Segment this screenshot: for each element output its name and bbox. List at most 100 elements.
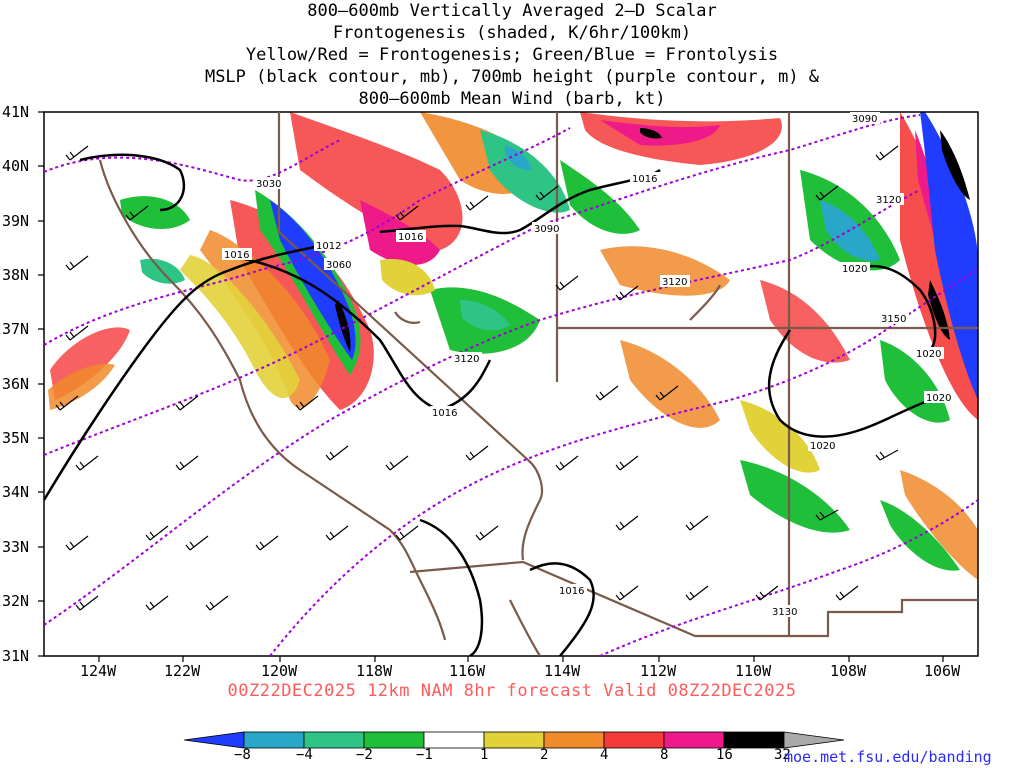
height-label: 3060	[326, 260, 351, 271]
shading-basin-yellow	[380, 259, 435, 296]
wind-barb	[655, 385, 679, 401]
wind-barb	[615, 515, 639, 531]
colorbar	[183, 731, 845, 749]
mslp-contour-1016c	[529, 562, 595, 656]
colorbar-label: −8	[234, 747, 251, 763]
mslp-label: 1020	[810, 441, 835, 452]
wind-barb	[65, 145, 89, 161]
lon-label: 110W	[735, 662, 772, 680]
wind-barb	[325, 525, 349, 541]
height-contour-3120	[44, 189, 921, 626]
wind-barb	[325, 445, 349, 461]
shading-east-black-2	[928, 280, 950, 340]
nevada-lake	[394, 311, 421, 324]
mslp-label: 1012	[316, 241, 341, 252]
wind-barb	[125, 205, 149, 221]
wind-barb	[175, 395, 199, 411]
colorbar-label: 2	[540, 747, 549, 763]
lon-label: 122W	[164, 662, 201, 680]
wind-barb	[75, 595, 99, 611]
mslp-contours	[44, 153, 951, 656]
shading-ne-orange	[600, 246, 730, 296]
wind-barb	[55, 395, 79, 411]
height-label: 3150	[881, 314, 906, 325]
lon-label: 114W	[544, 662, 581, 680]
wind-barb	[145, 525, 169, 541]
utah-lake	[689, 284, 721, 321]
wind-barb	[395, 525, 419, 541]
coastline	[98, 159, 447, 641]
wind-barb	[465, 195, 489, 211]
wind-barb	[555, 275, 579, 291]
wind-barb	[685, 515, 709, 531]
mexico-border	[409, 560, 978, 638]
wind-barb	[395, 205, 419, 221]
height-label: 3120	[662, 277, 687, 288]
shading-sierra-yellow	[180, 255, 300, 399]
wind-barb	[555, 455, 579, 471]
lat-label: 33N	[2, 538, 30, 556]
mslp-labels: 1012 1016 1016 1016 1016 1016 1020 1020 …	[222, 172, 954, 597]
shading-co-orange	[620, 340, 720, 428]
mslp-contour-1012	[44, 244, 321, 501]
forecast-subtitle: 00Z22DEC2025 12km NAM 8hr forecast Valid…	[227, 681, 797, 701]
lat-label: 41N	[2, 103, 30, 121]
colorbar-high-arrow	[783, 731, 845, 749]
wind-barb	[465, 445, 489, 461]
shading-ne-magenta	[600, 120, 720, 146]
colorbar-bin	[423, 731, 485, 749]
height-label: 3120	[876, 195, 901, 206]
mslp-contour-1016b	[379, 168, 661, 235]
wind-barb	[685, 585, 709, 601]
lon-label: 124W	[80, 662, 117, 680]
source-url: moe.met.fsu.edu/banding	[784, 748, 992, 766]
mslp-label: 1020	[916, 349, 941, 360]
wind-barb	[875, 449, 899, 461]
colorbar-bin	[483, 731, 545, 749]
mslp-label: 1020	[842, 264, 867, 275]
shading-north-blue	[505, 145, 532, 171]
wind-barb	[295, 395, 319, 411]
shading-coast-green	[120, 196, 190, 230]
axis-ticks	[38, 111, 944, 662]
colorbar-label: 32	[774, 747, 791, 763]
lat-label: 31N	[2, 647, 30, 665]
title-line-2: Frontogenesis (shaded, K/6hr/100km)	[332, 23, 692, 43]
lon-label: 116W	[449, 662, 486, 680]
title-line-4: MSLP (black contour, mb), 700mb height (…	[204, 67, 820, 87]
shading-north-green	[480, 130, 570, 213]
lat-label: 37N	[2, 320, 30, 338]
colorbar-label: −4	[296, 747, 313, 763]
frontogenesis-shading	[48, 112, 978, 580]
wind-barb	[595, 385, 619, 401]
colorbar-label: −1	[416, 747, 433, 763]
wind-barb	[615, 455, 639, 471]
wind-barb	[65, 255, 89, 271]
lon-label: 120W	[261, 662, 298, 680]
wind-barb	[75, 455, 99, 471]
lat-label: 32N	[2, 592, 30, 610]
mslp-label: 1016	[559, 586, 584, 597]
shading-east-black	[940, 130, 970, 200]
wind-barb	[615, 285, 639, 301]
lon-label: 106W	[924, 662, 961, 680]
political-borders	[98, 112, 978, 656]
wind-barb	[145, 595, 169, 611]
colorbar-bin	[543, 731, 605, 749]
mslp-label: 1016	[398, 232, 423, 243]
wind-barb	[385, 455, 409, 471]
lon-label: 112W	[640, 662, 677, 680]
wind-barb	[815, 185, 839, 201]
shading-sierra-red	[230, 200, 374, 410]
lat-label: 39N	[2, 212, 30, 230]
colorbar-label: 1	[480, 747, 489, 763]
wind-barb	[615, 585, 639, 601]
wind-barb	[475, 525, 499, 541]
height-contour-3090	[44, 114, 921, 456]
mslp-label: 1016	[224, 250, 249, 261]
colorbar-label: 16	[716, 747, 733, 763]
mslp-label: 1016	[432, 408, 457, 419]
mslp-contour-1016	[239, 256, 492, 412]
wind-barb	[755, 585, 779, 601]
colorbar-label: −2	[356, 747, 373, 763]
